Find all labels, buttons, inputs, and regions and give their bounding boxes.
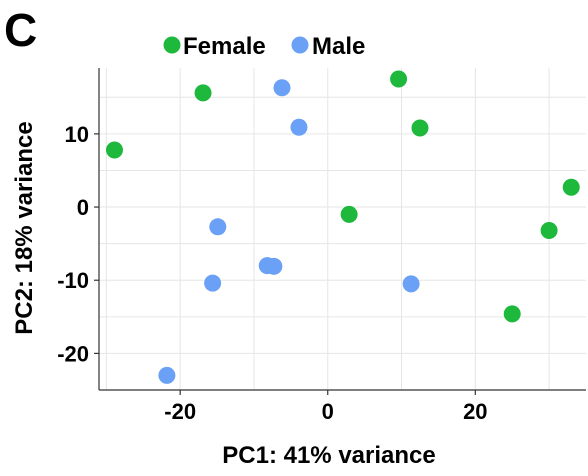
female-point xyxy=(105,141,123,159)
legend-swatch-male xyxy=(291,36,309,54)
male-point xyxy=(204,274,222,292)
y-tick-label: -20 xyxy=(57,341,89,366)
female-point xyxy=(194,84,212,102)
legend-label-male: Male xyxy=(312,33,365,60)
legend-swatch-female xyxy=(163,36,181,54)
y-tick-label: -10 xyxy=(57,268,89,293)
legend: Female Male xyxy=(163,33,365,60)
female-point xyxy=(540,221,558,239)
female-point xyxy=(411,119,429,137)
x-tick-label: 0 xyxy=(322,399,334,424)
y-axis-title: PC2: 18% variance xyxy=(11,121,38,334)
plot-area: -20 0 20 -20 -10 0 10 xyxy=(57,68,586,424)
male-point xyxy=(158,366,176,384)
axes xyxy=(94,68,586,395)
legend-label-female: Female xyxy=(183,33,266,60)
male-point xyxy=(402,275,420,293)
y-tick-label: 10 xyxy=(65,122,89,147)
male-point xyxy=(273,79,291,97)
y-tick-label: 0 xyxy=(77,195,89,220)
panel-letter: C xyxy=(4,4,37,56)
tick-labels: -20 0 20 -20 -10 0 10 xyxy=(57,122,487,424)
female-point xyxy=(340,205,358,223)
x-tick-label: 20 xyxy=(463,399,487,424)
male-point xyxy=(290,118,308,136)
male-point xyxy=(209,218,227,236)
x-axis-title: PC1: 41% variance xyxy=(222,442,435,469)
female-point xyxy=(390,70,408,88)
male-point xyxy=(265,257,283,275)
female-point xyxy=(503,305,521,323)
x-tick-label: -20 xyxy=(164,399,196,424)
data-points xyxy=(105,70,580,384)
female-point xyxy=(562,178,580,196)
grid-lines xyxy=(99,68,586,391)
